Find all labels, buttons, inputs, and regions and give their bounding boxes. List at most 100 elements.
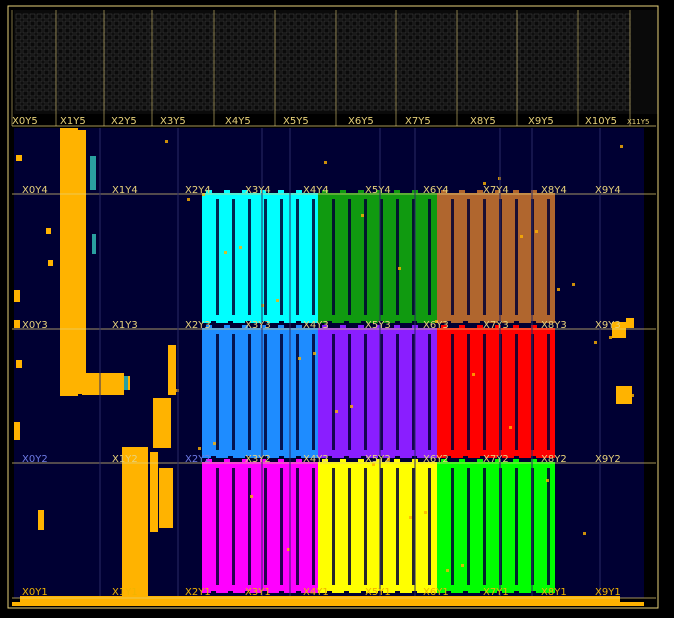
io-cell	[568, 104, 575, 111]
row-2-labels: X0Y2 X1Y2 X2Y2 X3Y2 X4Y2 X5Y2 X6Y2 X7Y2 …	[22, 454, 621, 465]
io-cell	[169, 90, 176, 97]
io-cell	[253, 27, 260, 34]
io-cell	[463, 41, 470, 48]
region-label-x5y3: X5Y3	[365, 320, 391, 331]
io-cell	[43, 83, 50, 90]
io-cell	[253, 20, 260, 27]
io-cell	[393, 97, 400, 104]
io-cell	[246, 104, 253, 111]
io-cell	[316, 13, 323, 20]
io-cell	[29, 69, 36, 76]
io-cell	[463, 13, 470, 20]
logic-cell	[350, 405, 353, 408]
slice-gap	[428, 199, 431, 315]
io-cell	[533, 41, 540, 48]
io-cell	[400, 34, 407, 41]
io-cell	[113, 41, 120, 48]
io-cell	[57, 34, 64, 41]
io-cell	[442, 76, 449, 83]
region-label-x0y4: X0Y4	[22, 185, 48, 196]
io-cell	[64, 55, 71, 62]
io-cell	[512, 48, 519, 55]
io-cell	[484, 48, 491, 55]
io-cell	[596, 97, 603, 104]
io-cell	[71, 104, 78, 111]
io-cell	[589, 69, 596, 76]
io-cell	[190, 97, 197, 104]
block-notch	[211, 321, 216, 325]
io-cell	[575, 90, 582, 97]
io-cell	[491, 27, 498, 34]
io-cell	[106, 48, 113, 55]
io-cell	[610, 20, 617, 27]
region-label-x8y3: X8Y3	[541, 320, 567, 331]
io-cell	[120, 20, 127, 27]
io-cell	[372, 97, 379, 104]
io-cell	[337, 55, 344, 62]
io-cell	[344, 41, 351, 48]
io-cell	[547, 104, 554, 111]
placed-logic	[12, 602, 644, 606]
io-cell	[512, 90, 519, 97]
io-cell	[141, 104, 148, 111]
block-notch	[463, 591, 468, 595]
io-cell	[99, 27, 106, 34]
io-cell	[92, 13, 99, 20]
placed-logic	[168, 345, 176, 395]
io-cell	[449, 13, 456, 20]
io-cell	[43, 27, 50, 34]
io-cell	[365, 69, 372, 76]
io-cell	[554, 90, 561, 97]
io-cell	[449, 83, 456, 90]
slice-gap	[515, 199, 518, 315]
block-edge	[296, 459, 302, 463]
block-edge	[531, 459, 537, 463]
io-cell	[148, 76, 155, 83]
io-cell	[106, 27, 113, 34]
io-cell	[15, 104, 22, 111]
io-cell	[596, 62, 603, 69]
slice-gap	[451, 334, 454, 450]
io-cell	[526, 83, 533, 90]
io-cell	[337, 69, 344, 76]
region-label-x1y5: X1Y5	[60, 116, 86, 127]
io-cell	[428, 97, 435, 104]
io-cell	[288, 90, 295, 97]
io-cell	[295, 48, 302, 55]
region-label-x8y1: X8Y1	[541, 587, 567, 598]
io-cell	[414, 76, 421, 83]
io-cell	[442, 13, 449, 20]
io-cell	[22, 104, 29, 111]
block-edge	[477, 325, 483, 329]
io-cell	[491, 41, 498, 48]
io-cell	[386, 90, 393, 97]
io-cell	[400, 83, 407, 90]
block-edge	[495, 459, 501, 463]
slice-gap	[451, 199, 454, 315]
region-label-x0y3: X0Y3	[22, 320, 48, 331]
io-cell	[505, 27, 512, 34]
placed-logic	[626, 318, 634, 328]
io-cell	[176, 76, 183, 83]
region-label-x9y4: X9Y4	[595, 185, 621, 196]
io-cell	[302, 34, 309, 41]
io-cell	[400, 41, 407, 48]
io-cell	[372, 27, 379, 34]
io-cell	[106, 20, 113, 27]
io-cell	[589, 104, 596, 111]
io-cell	[127, 90, 134, 97]
io-cell	[442, 41, 449, 48]
io-cell	[617, 104, 624, 111]
region-label-x5y2: X5Y2	[365, 454, 391, 465]
io-cell	[617, 76, 624, 83]
io-cell	[106, 104, 113, 111]
io-cell	[78, 48, 85, 55]
io-cell	[190, 13, 197, 20]
slice-gap	[412, 199, 415, 315]
io-cell	[85, 97, 92, 104]
io-cell	[421, 97, 428, 104]
block-notch	[327, 321, 332, 325]
io-cell	[127, 104, 134, 111]
